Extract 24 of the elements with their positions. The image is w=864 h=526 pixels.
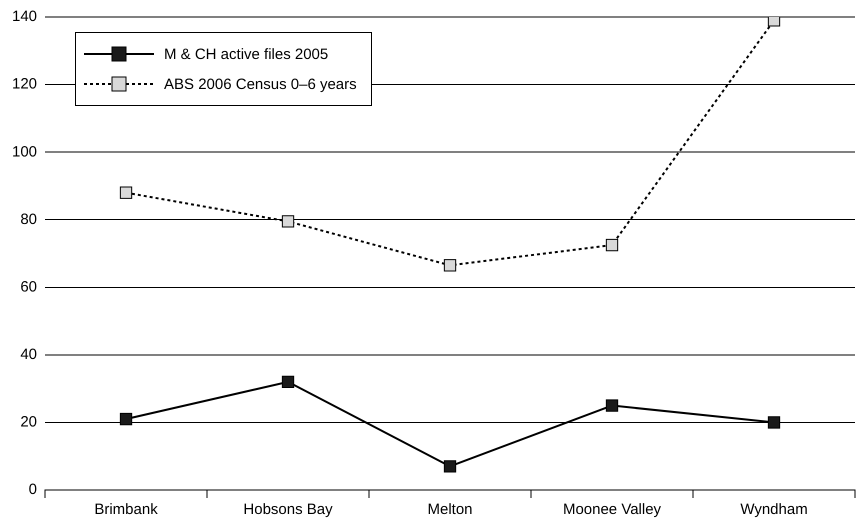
y-tick-label: 20 (20, 414, 38, 431)
x-tick-label: Hobsons Bay (243, 501, 334, 518)
point (282, 215, 294, 228)
y-tick-label: 140 (12, 8, 38, 26)
point (768, 416, 780, 429)
y-tick-label: 80 (20, 210, 38, 228)
point (120, 186, 132, 199)
point (120, 412, 132, 426)
x-tick-label: Melton (428, 501, 473, 518)
point (282, 376, 294, 388)
point (444, 259, 456, 272)
point (606, 399, 618, 412)
legend-label: M & CH active files 2005 (164, 46, 328, 62)
y-tick-label: 40 (20, 346, 38, 363)
y-tick-label: 60 (20, 278, 38, 296)
x-tick-label: Brimbank (94, 501, 158, 518)
y-tick-label: 120 (12, 76, 38, 93)
x-tick-label: Moonee Valley (562, 501, 662, 518)
legend-label: ABS 2006 Census 0–6 years (164, 76, 357, 92)
point (606, 238, 618, 252)
point (444, 460, 456, 473)
y-tick-label: 0 (28, 481, 38, 498)
y-tick-label: 100 (12, 143, 38, 160)
x-tick-label: Wyndham (740, 501, 808, 518)
